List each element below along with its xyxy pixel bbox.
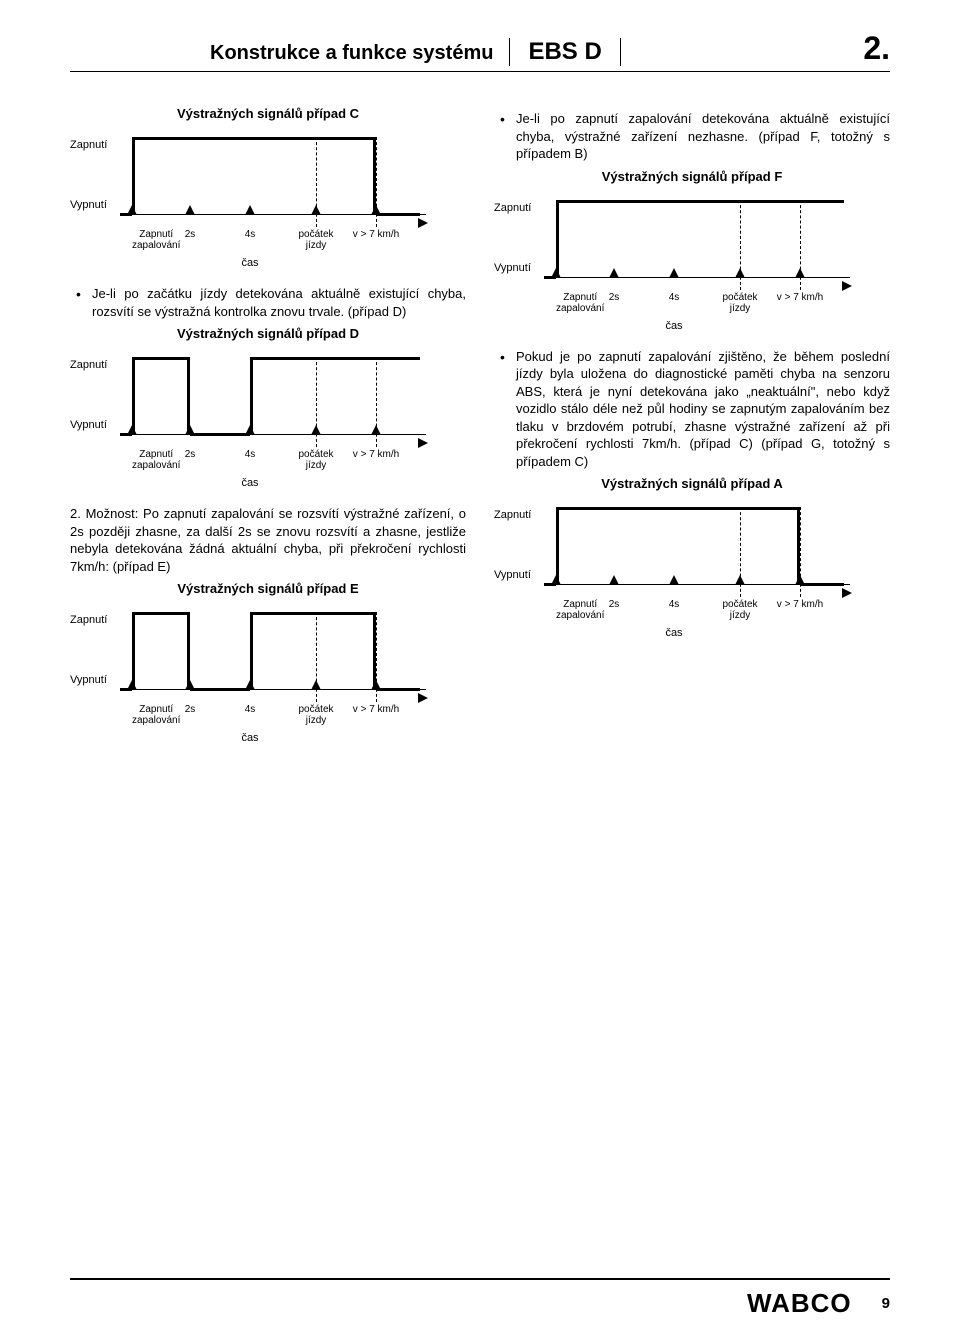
left-column: Výstražných signálů případ C Zapnutí Vyp… bbox=[70, 100, 466, 760]
xlabel-start: počátek jízdy bbox=[722, 599, 757, 621]
right-column: Je-li po zapnutí zapalování detekována a… bbox=[494, 100, 890, 760]
chart-d-title: Výstražných signálů případ D bbox=[70, 326, 466, 341]
ylabel-on: Zapnutí bbox=[494, 202, 540, 214]
xlabel-speed: v > 7 km/h bbox=[353, 229, 399, 240]
chart-f-title: Výstražných signálů případ F bbox=[494, 169, 890, 184]
ylabel-on: Zapnutí bbox=[70, 139, 116, 151]
xlabel-speed: v > 7 km/h bbox=[777, 292, 823, 303]
header-section-number: 2. bbox=[863, 30, 890, 67]
chart-a-title: Výstražných signálů případ A bbox=[494, 476, 890, 491]
para-3: Je-li po zapnutí zapalování detekována a… bbox=[494, 110, 890, 163]
chart-c-title: Výstražných signálů případ C bbox=[70, 106, 466, 121]
time-axis-label: čas bbox=[665, 320, 682, 332]
chart-e-title: Výstražných signálů případ E bbox=[70, 581, 466, 596]
time-axis-label: čas bbox=[241, 477, 258, 489]
time-axis-label: čas bbox=[241, 257, 258, 269]
xlabel-speed: v > 7 km/h bbox=[777, 599, 823, 610]
xlabel-2s: 2s bbox=[185, 704, 196, 715]
xlabel-4s: 4s bbox=[669, 599, 680, 610]
ylabel-off: Vypnutí bbox=[494, 569, 540, 581]
page-header: Konstrukce a funkce systému EBS D 2. bbox=[70, 30, 890, 72]
xlabel-ignition: Zapnutí zapalování bbox=[132, 449, 180, 471]
chart-e: Zapnutí Vypnutí bbox=[70, 600, 430, 750]
time-axis-label: čas bbox=[665, 627, 682, 639]
ylabel-on: Zapnutí bbox=[494, 509, 540, 521]
xlabel-speed: v > 7 km/h bbox=[353, 449, 399, 460]
ylabel-off: Vypnutí bbox=[70, 419, 116, 431]
xlabel-4s: 4s bbox=[245, 704, 256, 715]
chart-f: Zapnutí Vypnutí Zapnutí zapalování bbox=[494, 188, 854, 338]
ylabel-off: Vypnutí bbox=[70, 199, 116, 211]
xlabel-speed: v > 7 km/h bbox=[353, 704, 399, 715]
xlabel-2s: 2s bbox=[609, 292, 620, 303]
header-title: Konstrukce a funkce systému bbox=[210, 42, 509, 65]
xlabel-ignition: Zapnutí zapalování bbox=[132, 704, 180, 726]
ylabel-off: Vypnutí bbox=[494, 262, 540, 274]
xlabel-4s: 4s bbox=[245, 229, 256, 240]
xlabel-start: počátek jízdy bbox=[722, 292, 757, 314]
xlabel-start: počátek jízdy bbox=[298, 704, 333, 726]
footer-page-number: 9 bbox=[882, 1295, 890, 1312]
xlabel-start: počátek jízdy bbox=[298, 449, 333, 471]
xlabel-start: počátek jízdy bbox=[298, 229, 333, 251]
xlabel-ignition: Zapnutí zapalování bbox=[556, 292, 604, 314]
para-2: 2. Možnost: Po zapnutí zapalování se roz… bbox=[70, 505, 466, 575]
xlabel-2s: 2s bbox=[185, 449, 196, 460]
time-axis-label: čas bbox=[241, 732, 258, 744]
chart-d: Zapnutí Vypnutí Zapnutí bbox=[70, 345, 430, 495]
ylabel-on: Zapnutí bbox=[70, 614, 116, 626]
xlabel-ignition: Zapnutí zapalování bbox=[132, 229, 180, 251]
xlabel-2s: 2s bbox=[185, 229, 196, 240]
xlabel-2s: 2s bbox=[609, 599, 620, 610]
ylabel-on: Zapnutí bbox=[70, 359, 116, 371]
para-1: Je-li po začátku jízdy detekována aktuál… bbox=[70, 285, 466, 320]
xlabel-4s: 4s bbox=[245, 449, 256, 460]
page-footer: WABCO 9 bbox=[70, 1278, 890, 1319]
header-product: EBS D bbox=[509, 38, 620, 66]
xlabel-ignition: Zapnutí zapalování bbox=[556, 599, 604, 621]
para-4: Pokud je po zapnutí zapalování zjištěno,… bbox=[494, 348, 890, 471]
footer-logo: WABCO bbox=[747, 1288, 852, 1319]
chart-c: Zapnutí Vypnutí Zapnutí zapalování bbox=[70, 125, 430, 275]
chart-a: Zapnutí Vypnutí Zapnutí zapalování bbox=[494, 495, 854, 645]
xlabel-4s: 4s bbox=[669, 292, 680, 303]
ylabel-off: Vypnutí bbox=[70, 674, 116, 686]
